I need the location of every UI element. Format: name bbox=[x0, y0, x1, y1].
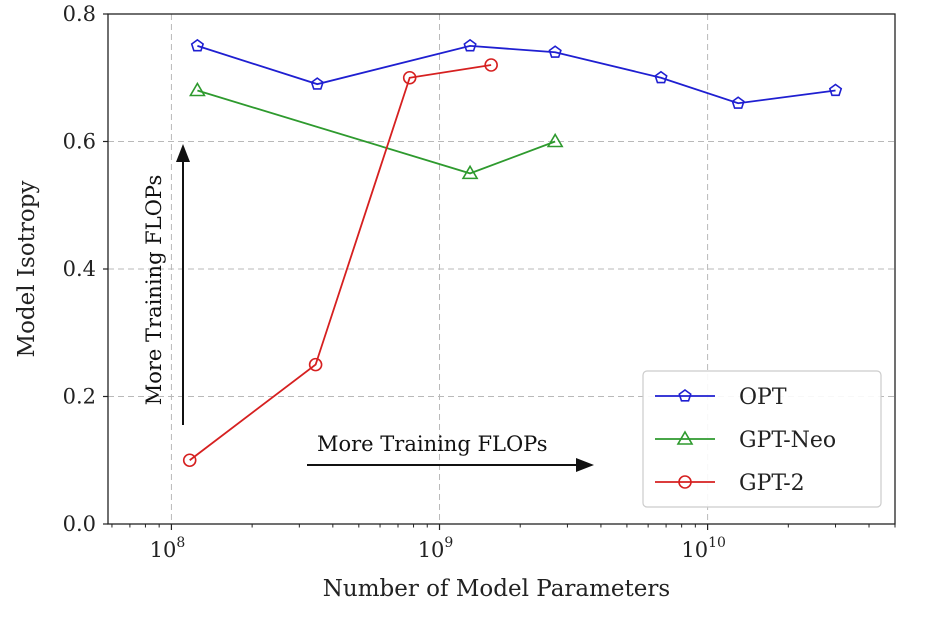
data-point bbox=[461, 164, 479, 180]
legend-item-gpt-neo: GPT-Neo bbox=[655, 428, 836, 453]
series-line bbox=[197, 89, 556, 175]
series-gpt-2 bbox=[182, 58, 498, 468]
data-point bbox=[678, 389, 692, 402]
data-point bbox=[310, 77, 324, 90]
data-point bbox=[189, 81, 206, 97]
x-tick-label: 108 bbox=[150, 535, 186, 562]
series-line bbox=[197, 44, 836, 105]
annotation-text-vertical: More Training FLOPs bbox=[142, 175, 166, 406]
data-point bbox=[484, 58, 498, 72]
y-tick-label: 0.2 bbox=[63, 385, 96, 409]
legend: OPT GPT-Neo GPT-2 bbox=[642, 370, 882, 508]
series-opt bbox=[190, 38, 843, 109]
data-point bbox=[546, 132, 564, 148]
axis-ticks: 0.0 0.2 0.4 0.6 0.8 108 109 1010 bbox=[63, 2, 896, 562]
x-axis-label: Number of Model Parameters bbox=[323, 576, 670, 602]
data-point bbox=[548, 45, 562, 58]
data-point bbox=[463, 38, 477, 52]
series-layer bbox=[182, 38, 843, 468]
data-point bbox=[190, 38, 205, 52]
series-line bbox=[189, 64, 492, 461]
data-point bbox=[308, 357, 323, 372]
y-tick-label: 0.6 bbox=[63, 130, 96, 154]
data-point bbox=[731, 96, 745, 109]
legend-label: GPT-Neo bbox=[739, 428, 836, 453]
legend-box bbox=[642, 370, 882, 508]
series-gpt-neo bbox=[189, 81, 564, 180]
annotations: More Training FLOPs More Training FLOPs bbox=[142, 144, 594, 472]
data-point bbox=[402, 70, 417, 85]
data-point bbox=[828, 83, 843, 97]
data-point bbox=[678, 475, 692, 489]
legend-item-opt: OPT bbox=[655, 385, 787, 410]
data-point bbox=[676, 430, 694, 445]
legend-label: GPT-2 bbox=[739, 471, 805, 496]
annotation-arrowhead-up bbox=[176, 144, 190, 162]
x-tick-label: 109 bbox=[418, 535, 454, 562]
annotation-arrowhead-right bbox=[576, 458, 594, 472]
data-point bbox=[654, 70, 668, 84]
y-tick-label: 0.8 bbox=[63, 2, 96, 26]
legend-item-gpt-2: GPT-2 bbox=[655, 471, 805, 496]
y-tick-label: 0.4 bbox=[63, 257, 96, 281]
y-tick-label: 0.0 bbox=[63, 512, 96, 536]
legend-label: OPT bbox=[739, 385, 787, 410]
x-tick-label: 1010 bbox=[681, 535, 726, 562]
annotation-text-horizontal: More Training FLOPs bbox=[317, 432, 548, 456]
data-point bbox=[182, 453, 197, 468]
y-axis-label: Model Isotropy bbox=[14, 181, 40, 358]
